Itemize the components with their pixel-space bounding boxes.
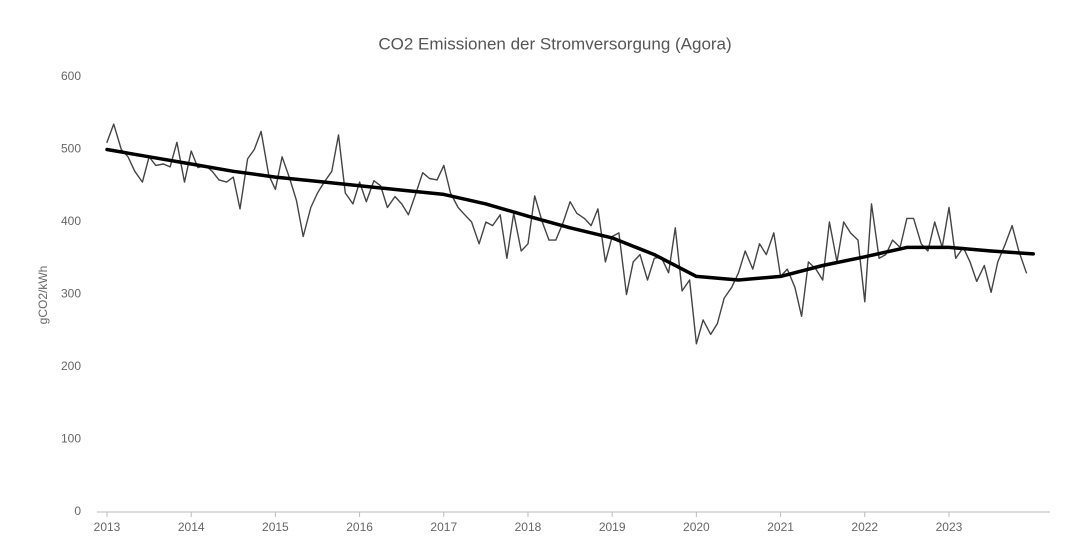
x-tick-label: 2018 xyxy=(515,520,542,534)
x-tick-label: 2015 xyxy=(262,520,289,534)
x-tick-label: 2023 xyxy=(936,520,963,534)
x-tick-label: 2016 xyxy=(346,520,373,534)
chart-title: CO2 Emissionen der Stromversorgung (Agor… xyxy=(378,34,731,53)
y-tick-label: 600 xyxy=(61,69,81,83)
y-tick-label: 100 xyxy=(61,432,81,446)
x-tick-label: 2020 xyxy=(683,520,710,534)
x-tick-label: 2017 xyxy=(430,520,457,534)
y-tick-label: 300 xyxy=(61,287,81,301)
y-axis-label: gCO2/kWh xyxy=(36,266,50,325)
series-line xyxy=(105,147,1035,282)
x-tick-label: 2022 xyxy=(851,520,878,534)
y-tick-label: 0 xyxy=(74,504,81,518)
x-tick-label: 2014 xyxy=(178,520,205,534)
x-tick-label: 2021 xyxy=(767,520,794,534)
y-tick-label: 500 xyxy=(61,142,81,156)
x-tick-label: 2019 xyxy=(599,520,626,534)
y-tick-label: 400 xyxy=(61,214,81,228)
series-line xyxy=(106,123,1028,345)
x-tick-label: 2013 xyxy=(94,520,121,534)
y-tick-label: 200 xyxy=(61,359,81,373)
